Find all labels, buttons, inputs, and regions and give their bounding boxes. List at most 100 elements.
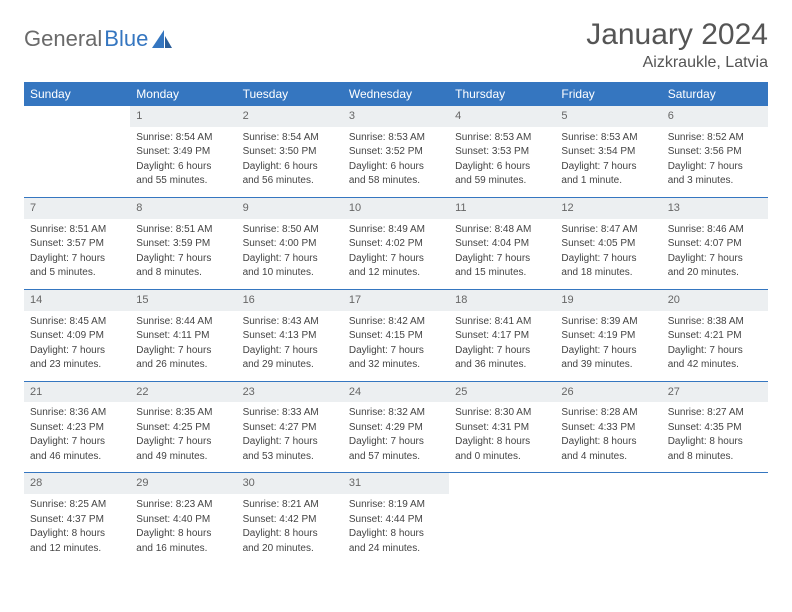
day-line: Sunset: 3:57 PM [30,237,124,251]
day-cell: Sunrise: 8:21 AMSunset: 4:42 PMDaylight:… [237,494,343,564]
day-header: Thursday [449,82,555,106]
day-line: Sunset: 4:09 PM [30,329,124,343]
day-line: Daylight: 6 hours [243,160,337,174]
day-line: and 4 minutes. [561,450,655,464]
day-line: Daylight: 7 hours [30,252,124,266]
day-line: Sunrise: 8:30 AM [455,406,549,420]
day-line: Sunrise: 8:19 AM [349,498,443,512]
day-number: 17 [343,289,449,310]
logo-text-2: Blue [104,26,148,52]
day-cell: Sunrise: 8:53 AMSunset: 3:54 PMDaylight:… [555,127,661,198]
day-line: and 10 minutes. [243,266,337,280]
day-line: Sunset: 3:52 PM [349,145,443,159]
day-line: and 32 minutes. [349,358,443,372]
day-line: Sunrise: 8:45 AM [30,315,124,329]
day-line: Daylight: 7 hours [136,435,230,449]
day-content-row: Sunrise: 8:36 AMSunset: 4:23 PM Daylight:… [24,402,768,473]
day-number: 6 [662,106,768,127]
day-line: and 42 minutes. [668,358,762,372]
day-line: Daylight: 7 hours [455,344,549,358]
day-line: and 39 minutes. [561,358,655,372]
day-line: Daylight: 7 hours [668,252,762,266]
header: GeneralBlue January 2024 Aizkraukle, Lat… [24,18,768,72]
day-cell: Sunrise: 8:27 AMSunset: 4:35 PMDaylight:… [662,402,768,473]
day-line: Sunrise: 8:47 AM [561,223,655,237]
title-block: January 2024 Aizkraukle, Latvia [586,18,768,72]
day-line: Sunset: 4:27 PM [243,421,337,435]
day-cell [662,494,768,564]
day-line: Sunset: 3:50 PM [243,145,337,159]
day-line: and 55 minutes. [136,174,230,188]
day-line: Sunrise: 8:50 AM [243,223,337,237]
day-cell: Sunrise: 8:28 AMSunset: 4:33 PMDaylight:… [555,402,661,473]
logo-sail-icon [152,30,172,48]
day-line: Sunrise: 8:35 AM [136,406,230,420]
day-line: and 46 minutes. [30,450,124,464]
day-line: and 36 minutes. [455,358,549,372]
day-cell: Sunrise: 8:19 AMSunset: 4:44 PMDaylight:… [343,494,449,564]
day-line: Sunset: 4:23 PM [30,421,124,435]
day-number: 15 [130,289,236,310]
day-line: and 18 minutes. [561,266,655,280]
day-number: 13 [662,197,768,218]
day-line: Sunset: 3:49 PM [136,145,230,159]
day-cell: Sunrise: 8:36 AMSunset: 4:23 PMDaylight:… [24,402,130,473]
day-line: Daylight: 8 hours [561,435,655,449]
day-line: and 56 minutes. [243,174,337,188]
day-cell: Sunrise: 8:53 AMSunset: 3:52 PMDaylight:… [343,127,449,198]
day-line: Daylight: 7 hours [243,435,337,449]
day-line: Sunset: 4:15 PM [349,329,443,343]
day-line: Daylight: 7 hours [561,252,655,266]
day-line: and 58 minutes. [349,174,443,188]
day-line: and 57 minutes. [349,450,443,464]
calendar-table: SundayMondayTuesdayWednesdayThursdayFrid… [24,82,768,564]
day-cell: Sunrise: 8:39 AMSunset: 4:19 PMDaylight:… [555,311,661,382]
day-cell [24,127,130,198]
day-line: Sunrise: 8:33 AM [243,406,337,420]
day-cell: Sunrise: 8:43 AMSunset: 4:13 PMDaylight:… [237,311,343,382]
logo: GeneralBlue [24,18,172,52]
day-line: Daylight: 6 hours [349,160,443,174]
title-month: January 2024 [586,18,768,52]
day-line: and 20 minutes. [668,266,762,280]
day-line: Daylight: 7 hours [668,344,762,358]
day-line: Sunrise: 8:51 AM [136,223,230,237]
day-line: Sunset: 4:11 PM [136,329,230,343]
day-line: and 1 minute. [561,174,655,188]
day-number: 2 [237,106,343,127]
day-line: Sunset: 4:35 PM [668,421,762,435]
day-cell: Sunrise: 8:44 AMSunset: 4:11 PMDaylight:… [130,311,236,382]
day-number: 18 [449,289,555,310]
day-line: Daylight: 7 hours [243,344,337,358]
day-line: and 3 minutes. [668,174,762,188]
day-line: Sunset: 4:29 PM [349,421,443,435]
day-line: and 0 minutes. [455,450,549,464]
day-cell: Sunrise: 8:42 AMSunset: 4:15 PMDaylight:… [343,311,449,382]
day-number [24,106,130,127]
day-line: and 53 minutes. [243,450,337,464]
day-line: Sunset: 4:00 PM [243,237,337,251]
day-line: Sunset: 4:04 PM [455,237,549,251]
day-line: Daylight: 7 hours [561,344,655,358]
day-header: Friday [555,82,661,106]
day-content-row: Sunrise: 8:54 AMSunset: 3:49 PMDaylight:… [24,127,768,198]
day-number: 26 [555,381,661,402]
day-line: Sunset: 4:44 PM [349,513,443,527]
day-number: 19 [555,289,661,310]
day-line: Daylight: 7 hours [561,160,655,174]
day-cell: Sunrise: 8:30 AMSunset: 4:31 PMDaylight:… [449,402,555,473]
day-number: 21 [24,381,130,402]
day-line: Daylight: 8 hours [136,527,230,541]
day-cell: Sunrise: 8:53 AMSunset: 3:53 PMDaylight:… [449,127,555,198]
day-header: Sunday [24,82,130,106]
day-line: Sunset: 4:33 PM [561,421,655,435]
day-line: Sunset: 3:54 PM [561,145,655,159]
day-line: Sunrise: 8:28 AM [561,406,655,420]
day-line: Daylight: 7 hours [349,435,443,449]
day-line: Sunrise: 8:52 AM [668,131,762,145]
day-line: and 29 minutes. [243,358,337,372]
day-number: 9 [237,197,343,218]
day-line: Sunrise: 8:36 AM [30,406,124,420]
day-line: Sunrise: 8:42 AM [349,315,443,329]
day-number-row: 14151617181920 [24,289,768,310]
